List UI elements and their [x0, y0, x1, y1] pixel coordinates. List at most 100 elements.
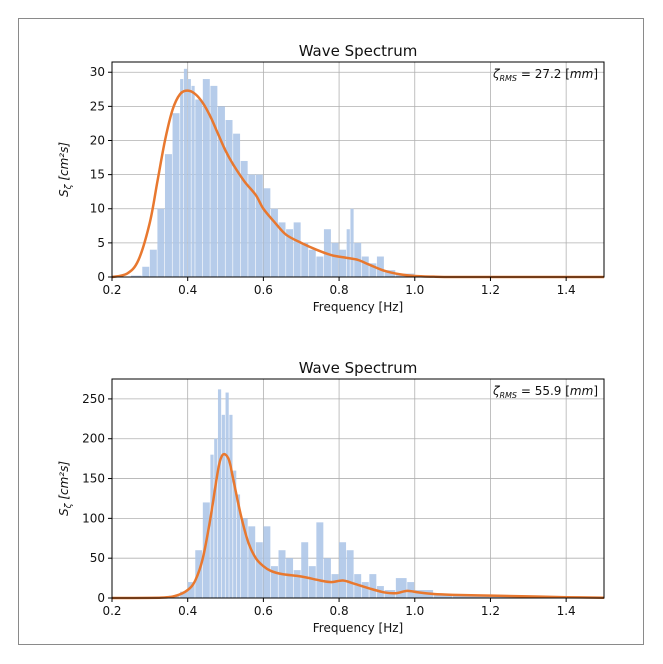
x-tick-label: 0.2: [102, 604, 121, 618]
histogram-bar: [240, 518, 248, 598]
y-tick-label: 50: [90, 551, 105, 565]
x-tick-label: 1.4: [557, 283, 576, 297]
histogram-bar: [217, 389, 222, 598]
histogram-bar: [339, 249, 347, 277]
histogram-bar: [361, 256, 369, 277]
histogram-bar: [248, 174, 256, 277]
histogram-bar: [225, 392, 229, 598]
histogram-bar: [240, 160, 248, 277]
x-tick-label: 0.8: [330, 604, 349, 618]
histogram-bar: [183, 68, 188, 277]
histogram-bar: [263, 526, 271, 598]
x-tick-label: 1.2: [481, 283, 500, 297]
histogram-bar: [164, 154, 172, 277]
rms-annotation: ζRMS = 27.2 [mm]: [492, 67, 598, 83]
histogram-bar: [350, 208, 354, 277]
spectrum-line: [111, 452, 605, 600]
x-tick-label: 1.0: [405, 283, 424, 297]
histogram-bar: [233, 470, 237, 598]
chart-panel-2: 0.2 0.4 0.6 0.8 1.0 1.2 1.4 0 50 100 150 200 250 Wave…: [57, 359, 605, 635]
histogram-bar: [221, 414, 225, 598]
histogram-bar: [301, 542, 309, 598]
y-tick-label: 0: [97, 270, 105, 284]
y-tick-label: 10: [90, 202, 105, 216]
histogram-bar: [293, 570, 301, 598]
histogram-bar: [149, 249, 157, 277]
x-tick-label: 1.2: [481, 604, 500, 618]
y-tick-label: 5: [97, 236, 105, 250]
x-tick-label: 0.4: [178, 283, 197, 297]
histogram-bar: [270, 566, 278, 598]
figure-frame: [18, 18, 644, 645]
chart-title: Wave Spectrum: [299, 359, 418, 377]
histogram-bar: [323, 558, 331, 598]
y-tick-label: 20: [90, 133, 105, 147]
y-tick-label: 150: [82, 472, 105, 486]
histogram-bar: [293, 222, 301, 277]
x-tick-label: 0.6: [254, 283, 273, 297]
histogram-bar: [210, 454, 214, 598]
histogram-bar: [339, 542, 347, 598]
histogram-bar: [331, 242, 339, 277]
histogram-bar: [286, 229, 294, 277]
axes-frame: [111, 378, 605, 599]
histogram-bar: [172, 113, 180, 277]
histogram-bar: [361, 582, 369, 598]
histogram-bar: [217, 106, 225, 277]
histogram-bar: [270, 208, 278, 277]
histogram-bar: [180, 591, 188, 598]
y-axis-label: Sζ [cm²s]: [57, 461, 74, 516]
histogram-bar: [214, 438, 218, 598]
histogram-bar: [187, 582, 195, 598]
histogram-bar: [142, 266, 150, 277]
histogram-bar: [278, 222, 286, 277]
x-tick-label: 0.2: [102, 283, 121, 297]
chart-panel-1: 0.2 0.4 0.6 0.8 1.0 1.2 1.4 0 5 10 15 20 25 30 Wave Sp…: [57, 42, 605, 314]
histogram-bar: [248, 526, 256, 598]
histogram-bar: [202, 79, 210, 277]
histogram-bar: [308, 566, 316, 598]
y-tick-label: 30: [90, 65, 105, 79]
histogram-bar: [316, 256, 324, 277]
histogram-bar: [225, 120, 233, 278]
histogram-bar: [202, 502, 210, 598]
histogram-bar: [157, 208, 165, 277]
x-tick-label: 0.4: [178, 604, 197, 618]
histogram-bar: [229, 414, 233, 598]
histogram-bar: [210, 85, 218, 277]
histogram-bar: [301, 242, 309, 277]
histogram-bar: [191, 85, 195, 277]
axes-frame: [111, 61, 605, 278]
x-tick-label: 0.6: [254, 604, 273, 618]
histogram-bar: [369, 574, 377, 598]
y-tick-label: 0: [97, 591, 105, 605]
histogram-bar: [233, 133, 241, 277]
spectrum-line: [111, 89, 604, 279]
y-tick-label: 250: [82, 392, 105, 406]
y-tick-label: 100: [82, 511, 105, 525]
histogram-bar: [263, 188, 271, 277]
histogram-bar: [346, 550, 354, 598]
chart-title: Wave Spectrum: [299, 42, 418, 60]
x-axis-label: Frequency [Hz]: [313, 300, 404, 314]
histogram-bar: [308, 249, 316, 277]
y-tick-label: 15: [90, 168, 105, 182]
histogram-bar: [331, 574, 339, 598]
histogram-bar: [346, 229, 350, 277]
histogram-bar: [395, 578, 407, 598]
histogram-bar: [286, 558, 294, 598]
rms-annotation: ζRMS = 55.9 [mm]: [492, 384, 598, 400]
histogram-bar: [236, 494, 241, 598]
y-tick-label: 25: [90, 99, 105, 113]
histogram-bar: [180, 79, 184, 277]
histogram-bar: [376, 256, 384, 277]
histogram-bar: [255, 174, 263, 277]
histogram-bar: [433, 594, 453, 598]
y-tick-label: 200: [82, 432, 105, 446]
histogram-bar: [195, 99, 203, 278]
histogram-bar: [255, 542, 263, 598]
x-tick-label: 1.0: [405, 604, 424, 618]
x-axis-label: Frequency [Hz]: [313, 621, 404, 635]
x-tick-label: 0.8: [330, 283, 349, 297]
